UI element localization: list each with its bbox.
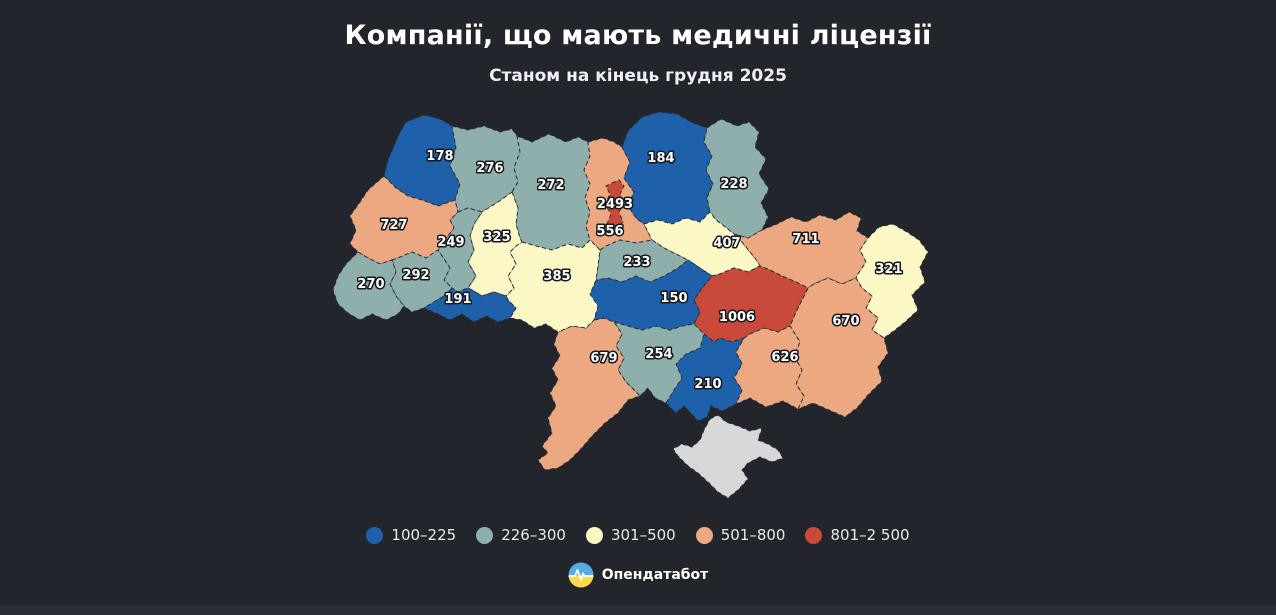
legend-item-bucket-2[interactable]: 226–300 [476,526,566,544]
page-title: Компанії, що мають медичні ліцензії [344,20,932,51]
legend-label: 801–2 500 [830,526,910,544]
region-value-label: 276 [476,161,503,176]
legend-label: 501–800 [720,526,786,544]
region-zaporizhzhia[interactable] [733,325,805,410]
region-value-label: 184 [647,151,674,166]
legend-label: 226–300 [501,526,566,544]
legend-item-bucket-3[interactable]: 301–500 [585,526,676,544]
region-luhansk[interactable] [855,223,929,339]
region-sumy[interactable] [703,118,770,239]
region-volyn[interactable] [383,114,461,207]
legend-item-bucket-4[interactable]: 501–800 [695,526,786,544]
region-vinnytsia[interactable] [505,239,601,333]
region-value-label: 272 [537,178,564,193]
region-value-label: 556 [596,224,623,239]
region-chernivtsi[interactable] [423,287,517,323]
region-value-label: 727 [380,218,407,233]
region-value-label: 249 [437,235,464,250]
legend-swatch-icon [366,526,384,544]
footer-brand[interactable]: Опендатабот [0,562,1276,588]
bottom-edge-strip [0,605,1276,615]
region-value-label: 1006 [719,310,755,325]
legend-swatch-icon [805,526,823,544]
region-mykolaiv[interactable] [613,321,705,404]
legend-swatch-icon [695,526,713,544]
region-value-label: 191 [444,292,471,307]
legend-swatch-icon [585,526,603,544]
region-value-label: 626 [771,350,798,365]
brand-name: Опендатабот [601,567,709,583]
region-value-label: 178 [426,149,453,164]
region-odesa[interactable] [537,317,641,471]
region-value-label: 150 [660,291,687,306]
region-value-label: 711 [792,232,819,247]
legend-label: 100–225 [391,526,457,544]
region-zakarpattia[interactable] [332,251,405,321]
region-value-label: 254 [645,347,672,362]
region-crimea[interactable] [672,414,784,499]
map-value-labels: 178 276 272 2493 556 184 228 727 249 325… [356,148,904,394]
legend-item-bucket-1[interactable]: 100–225 [366,526,456,544]
region-kyiv-city[interactable] [604,179,626,237]
region-value-label: 270 [357,277,384,292]
region-dnipropetrovsk[interactable] [693,265,809,343]
region-value-label: 325 [483,230,510,245]
region-value-label: 679 [590,351,617,366]
opendatabot-logo-icon [568,562,594,588]
page-subtitle: Станом на кінець грудня 2025 [489,66,787,86]
region-chernihiv[interactable] [621,111,714,225]
legend-swatch-icon [476,526,494,544]
region-cherkasy[interactable] [595,239,689,283]
region-value-label: 233 [623,255,650,270]
legend-item-bucket-5[interactable]: 801–2 500 [805,526,910,544]
region-value-label: 228 [720,177,747,192]
region-value-label: 385 [543,269,570,284]
region-value-label: 292 [402,268,429,283]
map-regions [332,111,929,499]
legend-label: 301–500 [610,526,676,544]
region-value-label: 407 [713,236,740,251]
region-value-label: 2493 [597,197,633,212]
region-value-label: 670 [832,314,859,329]
legend: 100–225 226–300 301–500 501–800 801–2 50… [0,526,1276,544]
region-kherson[interactable] [665,333,745,422]
region-value-label: 321 [875,262,902,277]
region-value-label: 210 [694,377,721,392]
region-rivne[interactable] [449,125,521,213]
region-poltava[interactable] [643,211,761,277]
